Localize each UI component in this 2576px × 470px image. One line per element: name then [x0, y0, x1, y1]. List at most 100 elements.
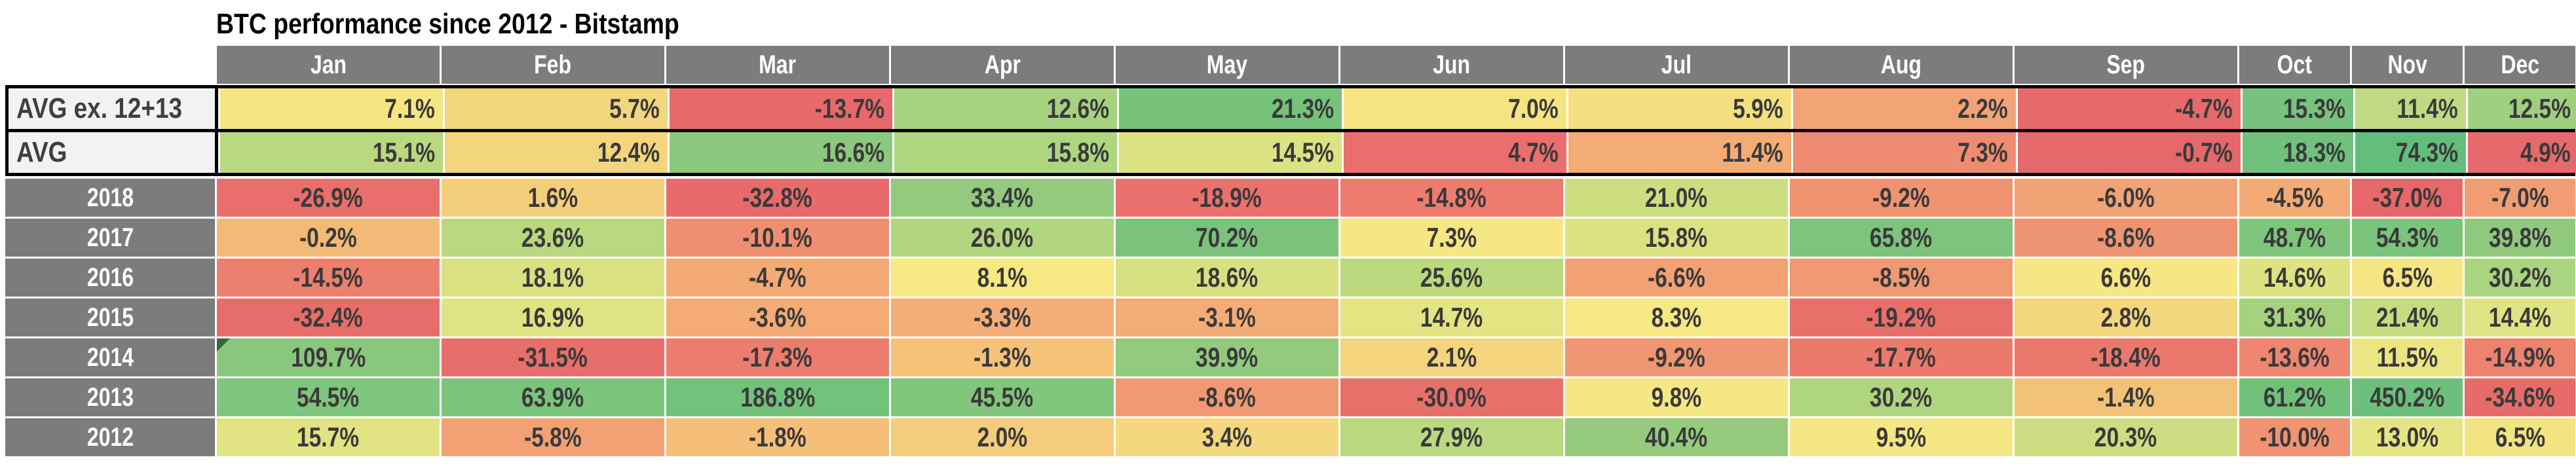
cell-2015-oct[interactable]: 31.3% [2239, 298, 2350, 336]
cell-avg-ex-12-13-nov[interactable]: 11.4% [2355, 88, 2466, 129]
cell-2012-dec[interactable]: 6.5% [2465, 418, 2575, 456]
column-header-dec[interactable]: Dec [2465, 46, 2575, 84]
cell-avg-nov[interactable]: 74.3% [2355, 132, 2466, 173]
row-label-2015[interactable]: 2015 [5, 298, 215, 336]
cell-2012-nov[interactable]: 13.0% [2352, 418, 2463, 456]
cell-2015-mar[interactable]: -3.6% [666, 298, 889, 336]
cell-2018-aug[interactable]: -9.2% [1790, 179, 2013, 217]
cell-2017-sep[interactable]: -8.6% [2015, 219, 2237, 257]
cell-avg-aug[interactable]: 7.3% [1793, 132, 2016, 173]
cell-2013-jan[interactable]: 54.5% [217, 378, 440, 416]
cell-2015-dec[interactable]: 14.4% [2465, 298, 2575, 336]
cell-2015-aug[interactable]: -19.2% [1790, 298, 2013, 336]
cell-2016-apr[interactable]: 8.1% [891, 259, 1114, 297]
cell-2012-jun[interactable]: 27.9% [1340, 418, 1563, 456]
cell-2016-sep[interactable]: 6.6% [2015, 259, 2237, 297]
cell-2017-jul[interactable]: 15.8% [1565, 219, 1788, 257]
cell-2017-may[interactable]: 70.2% [1116, 219, 1338, 257]
row-label-2014[interactable]: 2014 [5, 338, 215, 376]
cell-2018-feb[interactable]: 1.6% [442, 179, 664, 217]
cell-avg-sep[interactable]: -0.7% [2018, 132, 2241, 173]
cell-avg-ex-12-13-jul[interactable]: 5.9% [1568, 88, 1791, 129]
cell-avg-may[interactable]: 14.5% [1119, 132, 1342, 173]
cell-2013-jun[interactable]: -30.0% [1340, 378, 1563, 416]
cell-2014-apr[interactable]: -1.3% [891, 338, 1114, 376]
cell-2014-oct[interactable]: -13.6% [2239, 338, 2350, 376]
cell-2012-mar[interactable]: -1.8% [666, 418, 889, 456]
cell-2014-dec[interactable]: -14.9% [2465, 338, 2575, 376]
cell-avg-mar[interactable]: 16.6% [670, 132, 892, 173]
cell-2017-dec[interactable]: 39.8% [2465, 219, 2575, 257]
cell-avg-ex-12-13-apr[interactable]: 12.6% [894, 88, 1117, 129]
column-header-aug[interactable]: Aug [1790, 46, 2013, 84]
column-header-jul[interactable]: Jul [1565, 46, 1788, 84]
row-label-2018[interactable]: 2018 [5, 179, 215, 217]
cell-2015-feb[interactable]: 16.9% [442, 298, 664, 336]
cell-2016-aug[interactable]: -8.5% [1790, 259, 2013, 297]
cell-2017-nov[interactable]: 54.3% [2352, 219, 2463, 257]
cell-2017-jan[interactable]: -0.2% [217, 219, 440, 257]
cell-avg-ex-12-13-may[interactable]: 21.3% [1119, 88, 1342, 129]
cell-avg-ex-12-13-aug[interactable]: 2.2% [1793, 88, 2016, 129]
cell-2014-may[interactable]: 39.9% [1116, 338, 1338, 376]
cell-avg-ex-12-13-jun[interactable]: 7.0% [1344, 88, 1566, 129]
cell-avg-apr[interactable]: 15.8% [894, 132, 1117, 173]
cell-2016-feb[interactable]: 18.1% [442, 259, 664, 297]
cell-2017-jun[interactable]: 7.3% [1340, 219, 1563, 257]
cell-2013-mar[interactable]: 186.8% [666, 378, 889, 416]
cell-2014-sep[interactable]: -18.4% [2015, 338, 2237, 376]
cell-2013-jul[interactable]: 9.8% [1565, 378, 1788, 416]
cell-avg-ex-12-13-feb[interactable]: 5.7% [445, 88, 668, 129]
column-header-nov[interactable]: Nov [2352, 46, 2463, 84]
cell-2013-apr[interactable]: 45.5% [891, 378, 1114, 416]
cell-2013-aug[interactable]: 30.2% [1790, 378, 2013, 416]
cell-2015-nov[interactable]: 21.4% [2352, 298, 2463, 336]
cell-2016-may[interactable]: 18.6% [1116, 259, 1338, 297]
cell-2017-apr[interactable]: 26.0% [891, 219, 1114, 257]
cell-2018-jan[interactable]: -26.9% [217, 179, 440, 217]
cell-2015-jun[interactable]: 14.7% [1340, 298, 1563, 336]
cell-2014-feb[interactable]: -31.5% [442, 338, 664, 376]
cell-2014-jan[interactable]: 109.7% [217, 338, 440, 376]
cell-2018-sep[interactable]: -6.0% [2015, 179, 2237, 217]
cell-avg-ex-12-13-oct[interactable]: 15.3% [2243, 88, 2353, 129]
cell-2014-mar[interactable]: -17.3% [666, 338, 889, 376]
column-header-oct[interactable]: Oct [2239, 46, 2350, 84]
cell-avg-oct[interactable]: 18.3% [2243, 132, 2353, 173]
cell-2013-oct[interactable]: 61.2% [2239, 378, 2350, 416]
cell-avg-ex-12-13-jan[interactable]: 7.1% [220, 88, 443, 129]
row-label-2013[interactable]: 2013 [5, 378, 215, 416]
cell-2012-oct[interactable]: -10.0% [2239, 418, 2350, 456]
cell-2013-nov[interactable]: 450.2% [2352, 378, 2463, 416]
cell-2013-dec[interactable]: -34.6% [2465, 378, 2575, 416]
cell-2016-nov[interactable]: 6.5% [2352, 259, 2463, 297]
cell-2016-jul[interactable]: -6.6% [1565, 259, 1788, 297]
cell-2012-apr[interactable]: 2.0% [891, 418, 1114, 456]
cell-2012-jan[interactable]: 15.7% [217, 418, 440, 456]
row-label-avg[interactable]: AVG [9, 132, 218, 173]
cell-2014-jun[interactable]: 2.1% [1340, 338, 1563, 376]
cell-avg-jun[interactable]: 4.7% [1344, 132, 1566, 173]
cell-2015-jul[interactable]: 8.3% [1565, 298, 1788, 336]
cell-2016-mar[interactable]: -4.7% [666, 259, 889, 297]
column-header-sep[interactable]: Sep [2015, 46, 2237, 84]
cell-2018-apr[interactable]: 33.4% [891, 179, 1114, 217]
cell-2014-nov[interactable]: 11.5% [2352, 338, 2463, 376]
cell-2016-oct[interactable]: 14.6% [2239, 259, 2350, 297]
cell-avg-jul[interactable]: 11.4% [1568, 132, 1791, 173]
cell-2014-aug[interactable]: -17.7% [1790, 338, 2013, 376]
cell-2018-oct[interactable]: -4.5% [2239, 179, 2350, 217]
cell-avg-ex-12-13-sep[interactable]: -4.7% [2018, 88, 2241, 129]
cell-avg-feb[interactable]: 12.4% [445, 132, 668, 173]
cell-2018-dec[interactable]: -7.0% [2465, 179, 2575, 217]
cell-2015-sep[interactable]: 2.8% [2015, 298, 2237, 336]
row-label-2016[interactable]: 2016 [5, 259, 215, 297]
cell-2018-mar[interactable]: -32.8% [666, 179, 889, 217]
cell-2015-may[interactable]: -3.1% [1116, 298, 1338, 336]
cell-2012-may[interactable]: 3.4% [1116, 418, 1338, 456]
cell-2016-jan[interactable]: -14.5% [217, 259, 440, 297]
cell-2018-nov[interactable]: -37.0% [2352, 179, 2463, 217]
cell-2017-feb[interactable]: 23.6% [442, 219, 664, 257]
cell-2018-jun[interactable]: -14.8% [1340, 179, 1563, 217]
cell-2012-sep[interactable]: 20.3% [2015, 418, 2237, 456]
